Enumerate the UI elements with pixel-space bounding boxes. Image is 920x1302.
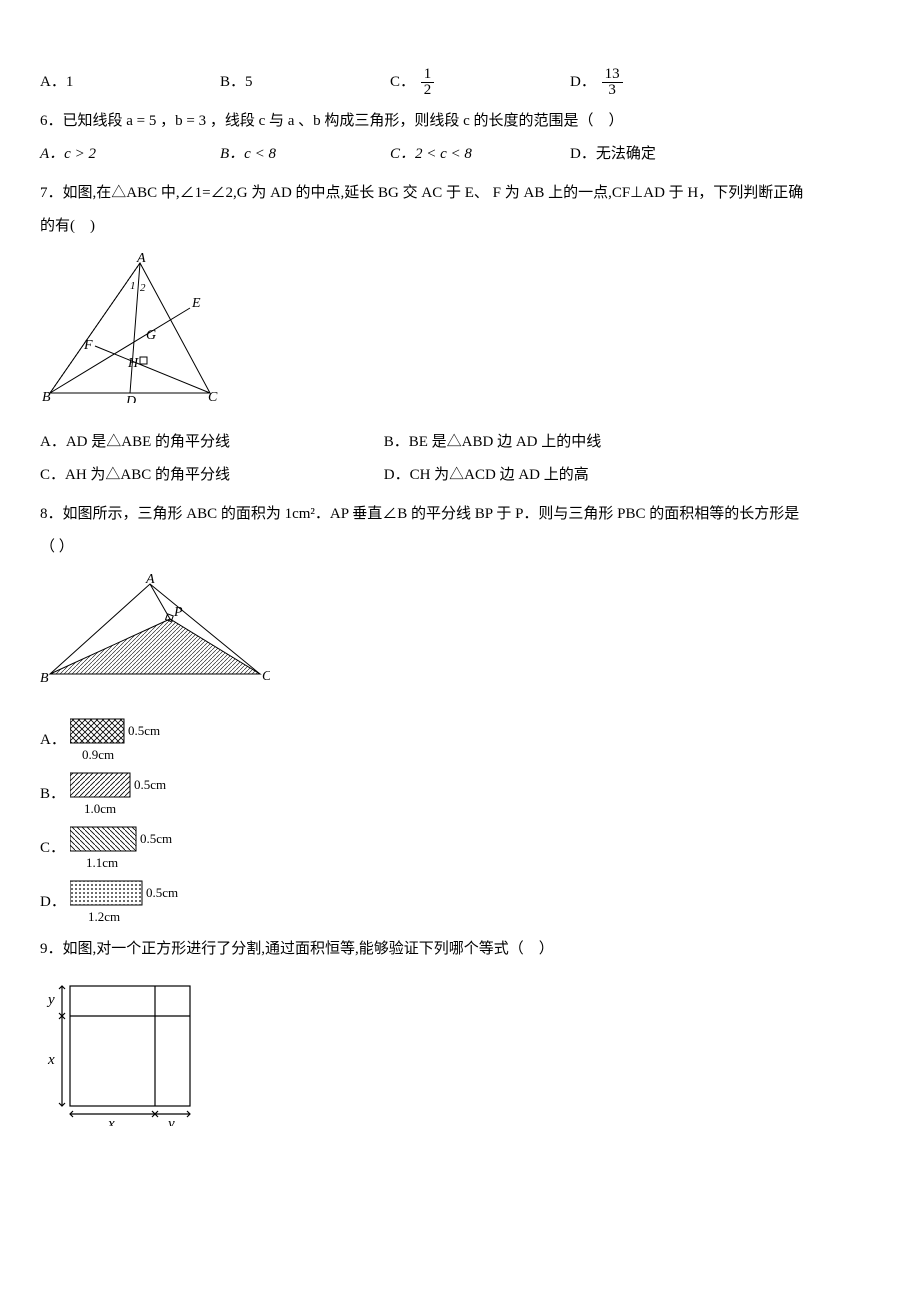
svg-text:1: 1 bbox=[130, 280, 136, 292]
svg-text:y: y bbox=[46, 992, 55, 1008]
triangle-diagram-icon: A B C D E F G H 1 2 bbox=[40, 253, 220, 403]
q8-opt-b[interactable]: B． 0.5cm 1.0cm bbox=[40, 771, 880, 817]
rect-option-icon: 0.5cm 1.1cm bbox=[70, 825, 210, 871]
denominator: 2 bbox=[421, 83, 435, 98]
q6-opt-a[interactable]: A．c > 2 bbox=[40, 138, 220, 171]
svg-text:G: G bbox=[146, 328, 156, 343]
q8-stem-l1: 8．如图所示，三角形 ABC 的面积为 1cm²．AP 垂直∠B 的平分线 BP… bbox=[40, 498, 880, 531]
opt-val: 1 bbox=[66, 66, 74, 99]
rect-option-icon: 0.5cm 1.2cm bbox=[70, 879, 220, 925]
svg-text:F: F bbox=[83, 338, 93, 353]
opt-label: A． bbox=[40, 66, 66, 99]
q8-opt-d[interactable]: D． 0.5cm 1.2cm bbox=[40, 879, 880, 925]
svg-text:C: C bbox=[262, 669, 270, 684]
q7-opt-d[interactable]: D．CH 为△ACD 边 AD 上的高 bbox=[384, 459, 589, 492]
q7-opt-b[interactable]: B．BE 是△ABD 边 AD 上的中线 bbox=[384, 426, 602, 459]
svg-text:1.2cm: 1.2cm bbox=[88, 909, 120, 924]
svg-text:0.9cm: 0.9cm bbox=[82, 747, 114, 762]
svg-text:D: D bbox=[125, 394, 136, 403]
rect-option-icon: 0.5cm 1.0cm bbox=[70, 771, 200, 817]
q6-stem: 6．已知线段 a = 5 ，b = 3 ，线段 c 与 a 、b 构成三角形，则… bbox=[40, 105, 880, 138]
opt-label: D． bbox=[570, 66, 596, 99]
q9-figure: y x x y bbox=[40, 976, 880, 1139]
q6-opt-c[interactable]: C．2 < c < 8 bbox=[390, 138, 570, 171]
svg-text:2: 2 bbox=[140, 282, 146, 294]
fraction: 1 2 bbox=[421, 67, 435, 98]
svg-text:1.0cm: 1.0cm bbox=[84, 801, 116, 816]
svg-text:B: B bbox=[40, 671, 49, 686]
square-partition-icon: y x x y bbox=[40, 976, 220, 1126]
svg-text:1.1cm: 1.1cm bbox=[86, 855, 118, 870]
q8-opt-a[interactable]: A． 0.5cm 0.9cm bbox=[40, 717, 880, 763]
svg-text:P: P bbox=[173, 605, 183, 620]
q7-stem-l1: 7．如图,在△ABC 中,∠1=∠2,G 为 AD 的中点,延长 BG 交 AC… bbox=[40, 177, 880, 210]
q7-opt-c[interactable]: C．AH 为△ABC 的角平分线 bbox=[40, 459, 380, 492]
svg-text:y: y bbox=[166, 1116, 175, 1126]
q5-opt-a[interactable]: A． 1 bbox=[40, 66, 220, 99]
fraction: 13 3 bbox=[602, 67, 623, 98]
q5-opt-d[interactable]: D． 13 3 bbox=[570, 66, 790, 99]
q7-opt-a[interactable]: A．AD 是△ABE 的角平分线 bbox=[40, 426, 380, 459]
opt-label: B． bbox=[40, 778, 70, 811]
svg-text:x: x bbox=[107, 1116, 115, 1126]
opt-label: C． bbox=[40, 832, 70, 865]
q9-stem: 9．如图,对一个正方形进行了分割,通过面积恒等,能够验证下列哪个等式（ ） bbox=[40, 933, 880, 966]
svg-text:0.5cm: 0.5cm bbox=[140, 831, 172, 846]
svg-text:x: x bbox=[47, 1052, 55, 1068]
svg-text:0.5cm: 0.5cm bbox=[146, 885, 178, 900]
svg-text:0.5cm: 0.5cm bbox=[134, 777, 166, 792]
q6-opt-d[interactable]: D．无法确定 bbox=[570, 138, 790, 171]
svg-text:H: H bbox=[127, 356, 139, 371]
triangle-bp-icon: A B C P bbox=[40, 574, 270, 694]
rect-option-icon: 0.5cm 0.9cm bbox=[70, 717, 190, 763]
opt-label: A． bbox=[40, 724, 70, 757]
svg-text:A: A bbox=[145, 574, 155, 587]
q6-options: A．c > 2 B．c < 8 C．2 < c < 8 D．无法确定 bbox=[40, 138, 880, 171]
opt-label: D． bbox=[40, 886, 70, 919]
q8-stem-l2: （ ） bbox=[40, 531, 880, 564]
opt-val: 5 bbox=[245, 66, 253, 99]
q7-options: A．AD 是△ABE 的角平分线 B．BE 是△ABD 边 AD 上的中线 C．… bbox=[40, 426, 880, 492]
denominator: 3 bbox=[605, 83, 619, 98]
q5-opt-b[interactable]: B． 5 bbox=[220, 66, 390, 99]
q5-opt-c[interactable]: C． 1 2 bbox=[390, 66, 570, 99]
svg-text:B: B bbox=[42, 390, 51, 403]
q8-figure: A B C P bbox=[40, 574, 880, 707]
svg-text:0.5cm: 0.5cm bbox=[128, 723, 160, 738]
opt-label: B． bbox=[220, 66, 245, 99]
svg-text:E: E bbox=[191, 296, 201, 311]
svg-text:A: A bbox=[136, 253, 146, 266]
q7-stem-l2: 的有( ) bbox=[40, 210, 880, 243]
numerator: 13 bbox=[602, 67, 623, 83]
numerator: 1 bbox=[421, 67, 435, 83]
q7-figure: A B C D E F G H 1 2 bbox=[40, 253, 880, 416]
q5-options: A． 1 B． 5 C． 1 2 D． 13 3 bbox=[40, 66, 880, 99]
q8-opt-c[interactable]: C． 0.5cm 1.1cm bbox=[40, 825, 880, 871]
svg-text:C: C bbox=[208, 390, 218, 403]
q6-opt-b[interactable]: B．c < 8 bbox=[220, 138, 390, 171]
opt-label: C． bbox=[390, 66, 415, 99]
